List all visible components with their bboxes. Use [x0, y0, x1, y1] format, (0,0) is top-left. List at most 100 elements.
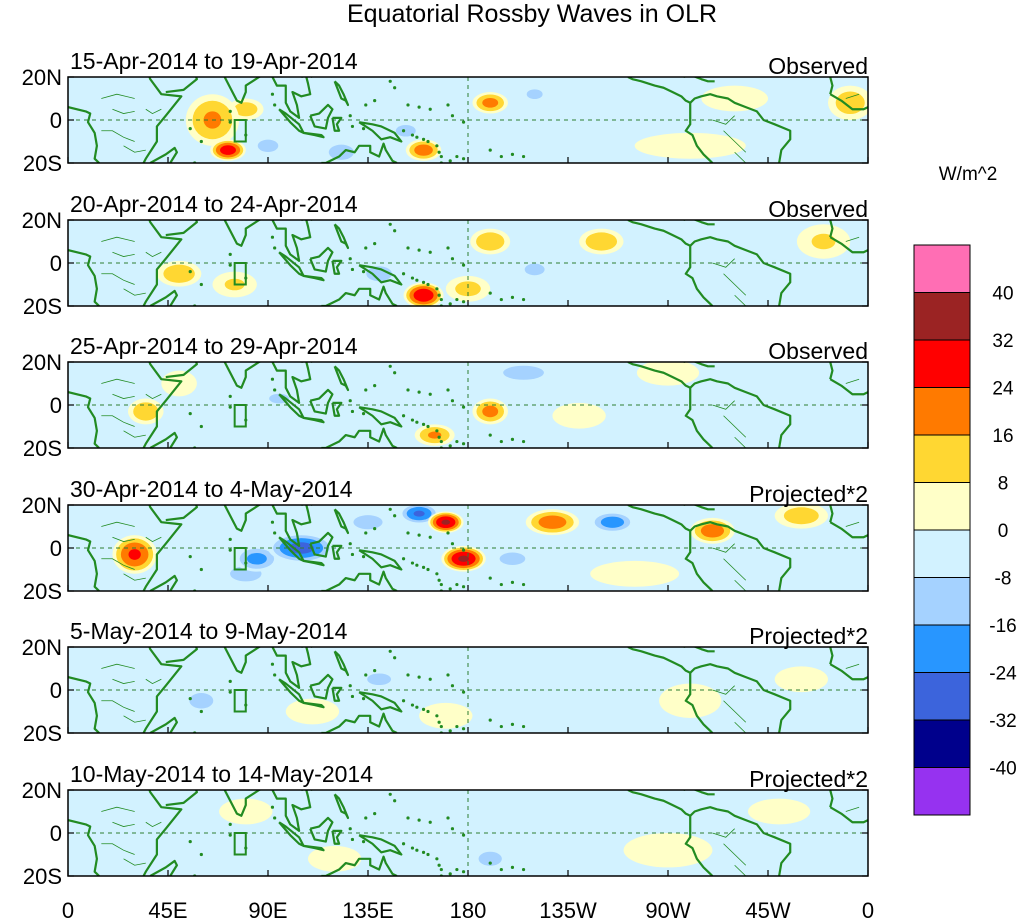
- island: [450, 399, 455, 403]
- island: [421, 137, 426, 141]
- island: [439, 154, 443, 159]
- island: [348, 542, 352, 546]
- island: [446, 673, 450, 677]
- island: [273, 673, 277, 677]
- island: [415, 705, 419, 709]
- coastline: [303, 274, 325, 282]
- x-tick-label: 0: [62, 898, 74, 922]
- coastline: [149, 716, 178, 733]
- country-border: [101, 130, 135, 142]
- negative-olr-anomaly: [524, 263, 545, 276]
- colorbar-level-label: 0: [998, 521, 1009, 542]
- country-border: [845, 806, 860, 812]
- island: [350, 552, 355, 557]
- island: [421, 850, 426, 854]
- island: [228, 537, 232, 542]
- island: [415, 420, 419, 424]
- island: [415, 563, 419, 567]
- positive-olr-anomaly: [701, 85, 769, 112]
- colorbar-swatch: [913, 244, 971, 293]
- island: [188, 697, 192, 701]
- island: [415, 848, 419, 852]
- island: [450, 114, 455, 118]
- coastline: [134, 505, 183, 591]
- negative-olr-anomaly: [570, 659, 633, 686]
- coastline: [165, 790, 198, 807]
- coastline: [223, 790, 262, 817]
- island: [199, 852, 203, 857]
- country-border: [123, 145, 146, 153]
- coastline: [309, 673, 334, 700]
- island: [439, 724, 443, 729]
- island: [461, 157, 466, 161]
- island: [421, 707, 426, 711]
- coastline: [829, 521, 868, 539]
- country-border: [112, 536, 135, 542]
- island: [439, 867, 443, 872]
- island: [388, 79, 392, 83]
- island: [461, 690, 466, 694]
- island: [437, 293, 441, 297]
- panel-kind-label: Observed: [768, 53, 868, 79]
- coastline: [223, 77, 262, 104]
- island: [228, 548, 232, 552]
- island: [228, 690, 232, 694]
- country-border: [734, 864, 747, 876]
- positive-olr-anomaly: [482, 97, 499, 108]
- positive-olr-anomaly: [234, 102, 258, 117]
- island: [364, 816, 368, 820]
- coastline: [358, 834, 403, 856]
- coastline: [134, 362, 183, 448]
- island: [410, 276, 415, 280]
- colorbar-level-label: 40: [992, 284, 1013, 305]
- coastline: [829, 93, 868, 111]
- coastline: [333, 80, 350, 107]
- coastline: [627, 362, 792, 448]
- country-border: [101, 93, 135, 99]
- x-tick-label: 45W: [745, 898, 790, 922]
- colorbar-level-label: 16: [992, 426, 1013, 447]
- island: [417, 105, 421, 109]
- island: [350, 837, 355, 842]
- y-tick-label: 20N: [22, 208, 62, 233]
- negative-olr-anomaly: [395, 124, 416, 137]
- coastline: [270, 647, 312, 689]
- coastline: [683, 505, 715, 511]
- positive-olr-anomaly: [419, 702, 473, 729]
- coastline: [684, 245, 714, 306]
- island: [348, 827, 352, 831]
- island: [406, 531, 410, 535]
- positive-olr-anomaly: [700, 524, 725, 538]
- panel-kind-label: Observed: [768, 338, 868, 364]
- coastline: [358, 264, 403, 286]
- coastline: [829, 663, 868, 681]
- coastline: [68, 534, 100, 591]
- panel-4: 30-Apr-2014 to 4-May-2014 Projected*2 20N 0…: [22, 476, 869, 604]
- island: [450, 684, 455, 688]
- island: [439, 439, 443, 444]
- island: [273, 246, 277, 250]
- coastline: [68, 391, 100, 448]
- island: [428, 820, 432, 824]
- positive-olr-anomaly: [623, 833, 713, 868]
- island: [521, 154, 526, 159]
- country-border: [101, 558, 135, 570]
- x-axis: 0 45E 90E 135E 180 135W 90W 45W 0: [62, 898, 874, 922]
- coastline: [68, 819, 100, 876]
- y-tick-label: 0: [50, 251, 62, 276]
- colorbar-swatch: [913, 482, 971, 531]
- coastline: [134, 220, 183, 306]
- island: [426, 424, 430, 429]
- country-border: [112, 821, 135, 827]
- country-border: [145, 393, 162, 400]
- positive-olr-anomaly: [585, 232, 618, 251]
- country-border: [101, 273, 135, 285]
- negative-olr-anomaly: [356, 370, 402, 397]
- coastline: [683, 362, 715, 368]
- island: [393, 656, 397, 660]
- x-tick-label: 0: [862, 898, 874, 922]
- island: [373, 242, 377, 246]
- coastline: [270, 790, 312, 832]
- positive-olr-anomaly: [220, 145, 236, 155]
